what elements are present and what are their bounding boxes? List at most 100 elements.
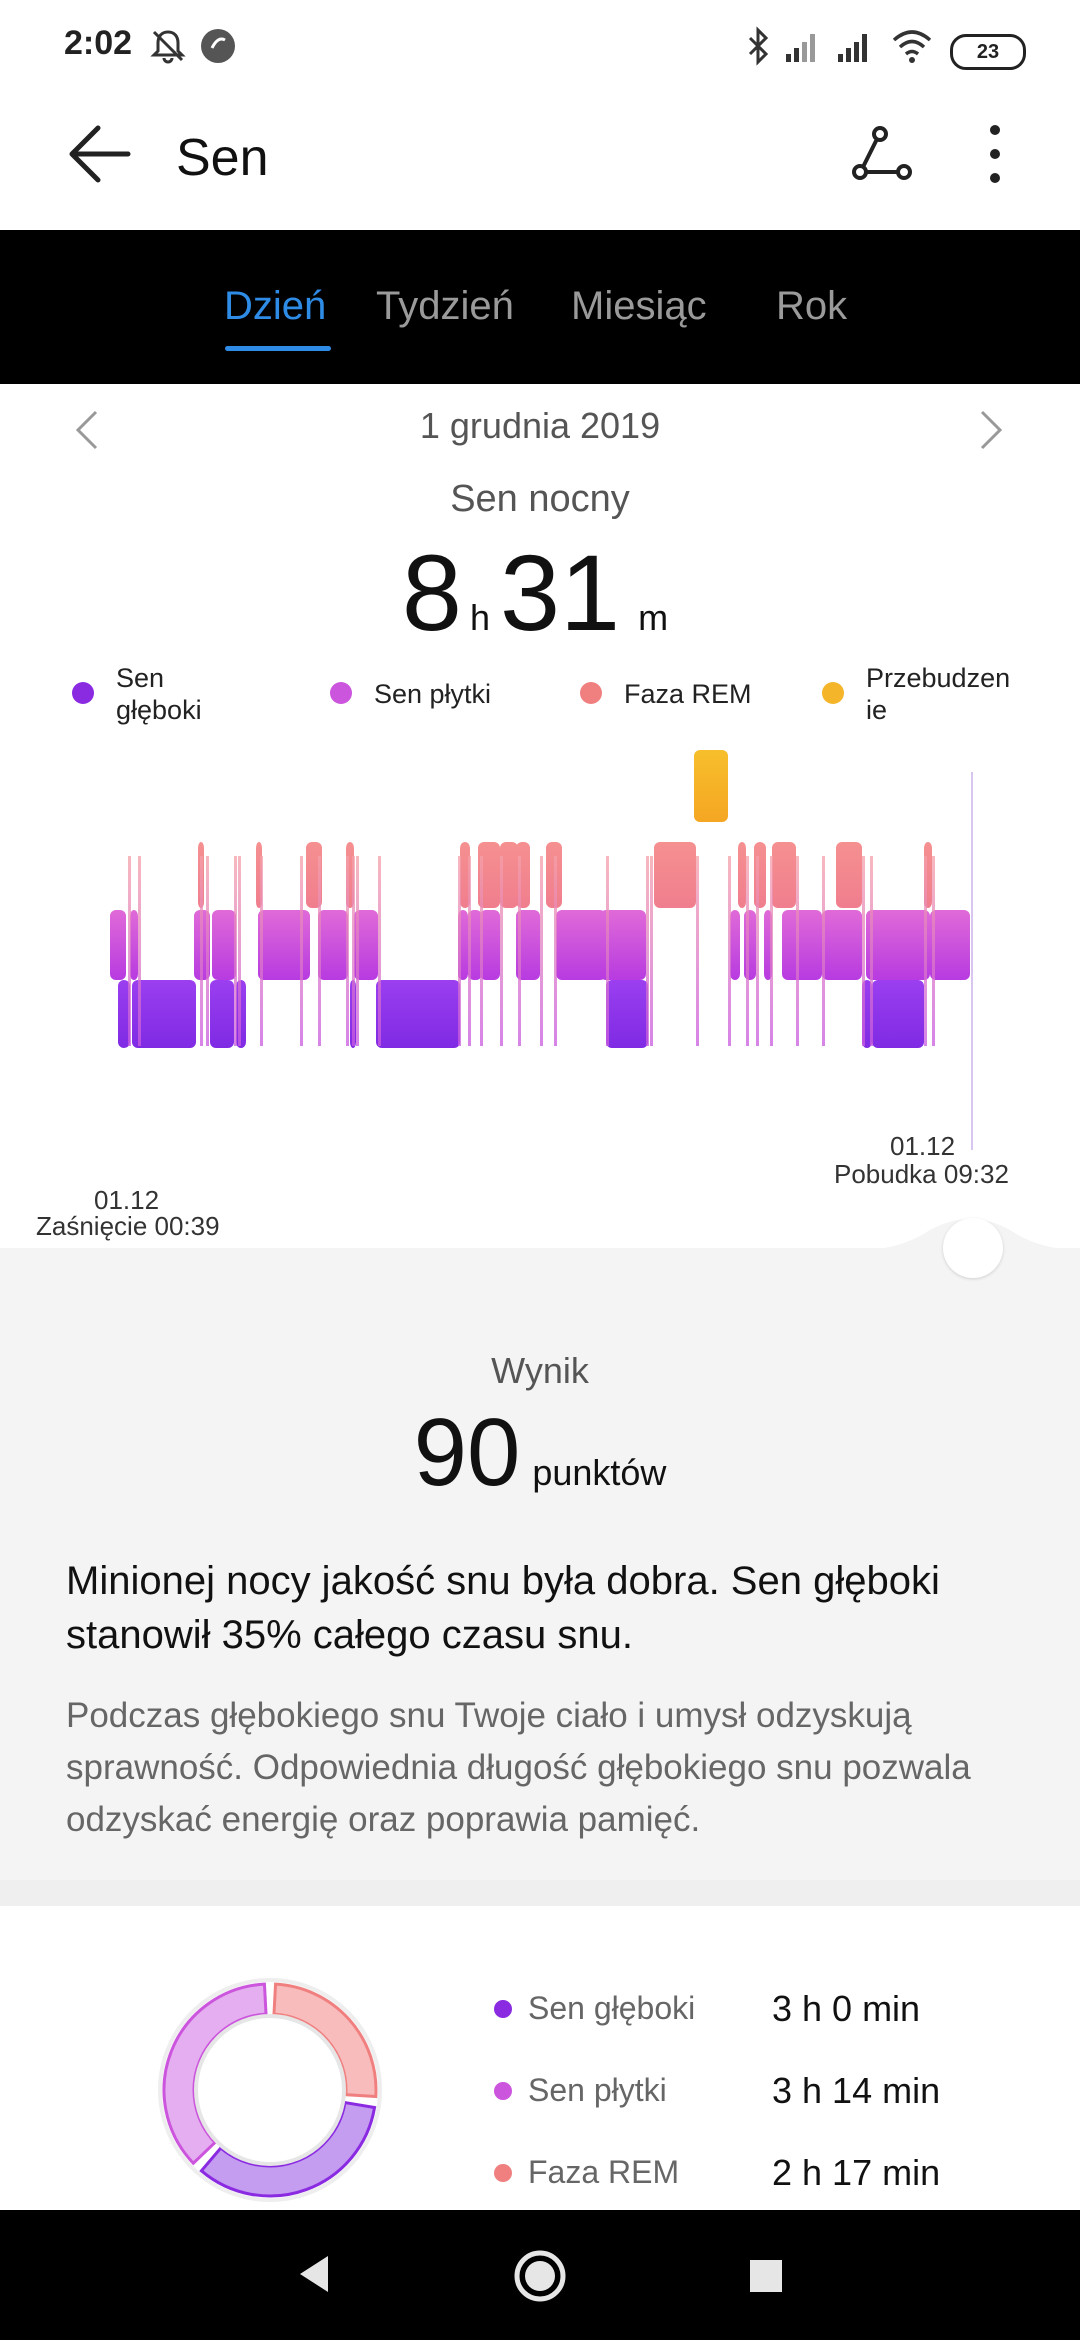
stat-dot-rem: [494, 2164, 512, 2182]
sleep-stage-block: [516, 910, 540, 980]
sleep-stage-block: [822, 910, 862, 980]
more-vert-icon[interactable]: [980, 122, 1010, 186]
status-bar: 2:02 23: [0, 0, 1080, 96]
stage-transition-line: [238, 856, 241, 1046]
score-section: [0, 1248, 1080, 1880]
tab-month[interactable]: Miesiąc: [571, 284, 707, 328]
back-arrow-icon[interactable]: [64, 122, 134, 186]
score-value: 90 punktów: [0, 1398, 1080, 1508]
quality-description: Podczas głębokiego snu Twoje ciało i umy…: [66, 1696, 971, 1839]
duration-minutes: 31: [499, 532, 621, 653]
sleep-stage-block: [754, 842, 766, 908]
stage-transition-line: [862, 856, 865, 1046]
sleep-stage-chart: [110, 750, 973, 1150]
sleep-stage-block: [836, 842, 862, 908]
donut-arcs: [162, 1982, 378, 2198]
chart-scrubber-knob[interactable]: [943, 1218, 1003, 1278]
nav-back-icon[interactable]: [294, 2252, 334, 2296]
sleep-stage-block: [478, 842, 500, 908]
stage-transition-line: [932, 856, 935, 1046]
legend-dot-deep: [72, 682, 94, 704]
signal-icon: [838, 34, 867, 62]
tab-year[interactable]: Rok: [776, 284, 848, 328]
chart-end-text: Pobudka 09:32: [834, 1159, 1009, 1189]
sleep-stage-block: [500, 842, 518, 908]
sleep-stage-block: [782, 910, 822, 980]
page-title: Sen: [176, 129, 269, 187]
tab-day[interactable]: Dzień: [224, 284, 327, 328]
stage-transition-line: [746, 856, 749, 1046]
score-number: 90: [413, 1399, 521, 1506]
sleep-stage-block: [212, 910, 236, 980]
sleep-stage-block: [772, 842, 796, 908]
stage-transition-line: [234, 856, 237, 1046]
sleep-stage-block: [556, 910, 606, 980]
stat-label-deep: Sen głęboki: [528, 1990, 696, 2026]
stage-transition-line: [378, 856, 381, 1046]
bluetooth-icon: [748, 26, 769, 66]
signal-icon: [786, 34, 815, 62]
route-icon[interactable]: [848, 124, 914, 184]
sleep-stage-blocks: [110, 750, 970, 1048]
sleep-stage-block: [258, 910, 310, 980]
nav-recents-icon[interactable]: [746, 2256, 786, 2296]
nav-home-icon[interactable]: [512, 2248, 568, 2304]
sleep-duration: 8 h31 m: [0, 530, 1080, 655]
stage-transition-line: [300, 856, 303, 1046]
chevron-left-icon[interactable]: [72, 408, 102, 452]
chevron-right-icon[interactable]: [976, 408, 1006, 452]
stage-transition-line: [650, 856, 653, 1046]
score-unit: punktów: [532, 1452, 667, 1493]
sleep-stage-block: [730, 910, 740, 980]
stage-transition-line: [352, 856, 355, 1046]
tab-week[interactable]: Tydzień: [376, 284, 514, 328]
stage-transition-line: [796, 856, 799, 1046]
stat-value-light: 3 h 14 min: [772, 2070, 941, 2111]
chart-end-date: 01.12: [890, 1131, 956, 1161]
sleep-stage-block: [480, 910, 500, 980]
legend-dot-light: [330, 682, 352, 704]
stage-transition-line: [518, 856, 521, 1046]
stage-transition-line: [540, 856, 543, 1046]
stat-label-light: Sen płytki: [528, 2072, 667, 2108]
legend-rem: Faza REM: [624, 679, 752, 709]
period-tabs: [0, 230, 1080, 384]
stage-transition-line: [346, 856, 349, 1046]
stage-transition-line: [458, 856, 461, 1046]
sleep-stage-block: [866, 910, 930, 980]
sleep-stage-block: [354, 910, 378, 980]
sleep-stage-block: [694, 750, 728, 822]
sleep-stage-block: [606, 980, 648, 1048]
stage-transition-line: [318, 856, 321, 1046]
sleep-stage-block: [118, 980, 130, 1048]
stage-transition-line: [870, 856, 873, 1046]
stage-transition-line: [756, 856, 759, 1046]
sleep-stage-block: [930, 910, 970, 980]
stage-transition-line: [468, 856, 471, 1046]
duration-minutes-unit: m: [638, 597, 669, 638]
legend-deep: Sen głęboki: [116, 663, 202, 725]
legend-awake: Przebudzenie: [866, 663, 1011, 725]
stage-transition-line: [646, 856, 649, 1046]
stage-transition-line: [924, 856, 927, 1046]
stage-transition-line: [128, 856, 131, 1046]
duration-hours-unit: h: [469, 597, 490, 638]
stage-transition-line: [480, 856, 483, 1046]
chart-start-date: 01.12: [94, 1185, 160, 1215]
sleep-stage-block: [376, 980, 460, 1048]
stage-transition-line: [822, 856, 825, 1046]
stage-transition-line: [200, 856, 203, 1046]
wifi-icon: [892, 30, 932, 63]
chart-start-text: Zaśnięcie 00:39: [36, 1211, 220, 1241]
sleep-stage-block: [872, 980, 924, 1048]
score-label: Wynik: [491, 1350, 589, 1391]
stage-transition-line: [206, 856, 209, 1046]
stat-value-rem: 2 h 17 min: [772, 2152, 941, 2193]
stat-dot-light: [494, 2082, 512, 2100]
battery-icon: 23: [950, 34, 1026, 70]
summary-label: Sen nocny: [450, 478, 630, 520]
record-icon: [201, 29, 235, 63]
stat-value-deep: 3 h 0 min: [772, 1988, 921, 2029]
stage-transition-line: [138, 856, 141, 1046]
stage-transition-line: [260, 856, 263, 1046]
